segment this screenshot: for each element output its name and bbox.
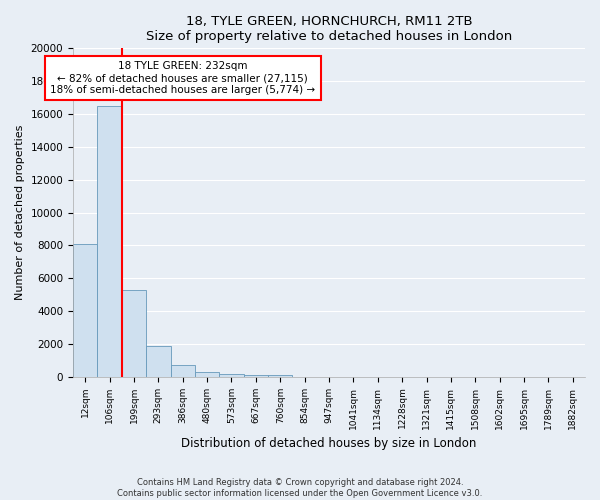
Bar: [220, 374, 244, 377]
Bar: [146, 346, 170, 377]
Bar: [195, 372, 220, 377]
Y-axis label: Number of detached properties: Number of detached properties: [15, 125, 25, 300]
Bar: [268, 375, 292, 377]
Bar: [97, 106, 122, 377]
Text: 18 TYLE GREEN: 232sqm
← 82% of detached houses are smaller (27,115)
18% of semi-: 18 TYLE GREEN: 232sqm ← 82% of detached …: [50, 62, 315, 94]
Bar: [73, 244, 97, 377]
Title: 18, TYLE GREEN, HORNCHURCH, RM11 2TB
Size of property relative to detached house: 18, TYLE GREEN, HORNCHURCH, RM11 2TB Siz…: [146, 15, 512, 43]
Bar: [122, 290, 146, 377]
X-axis label: Distribution of detached houses by size in London: Distribution of detached houses by size …: [181, 437, 477, 450]
Bar: [244, 374, 268, 377]
Text: Contains HM Land Registry data © Crown copyright and database right 2024.
Contai: Contains HM Land Registry data © Crown c…: [118, 478, 482, 498]
Bar: [170, 364, 195, 377]
